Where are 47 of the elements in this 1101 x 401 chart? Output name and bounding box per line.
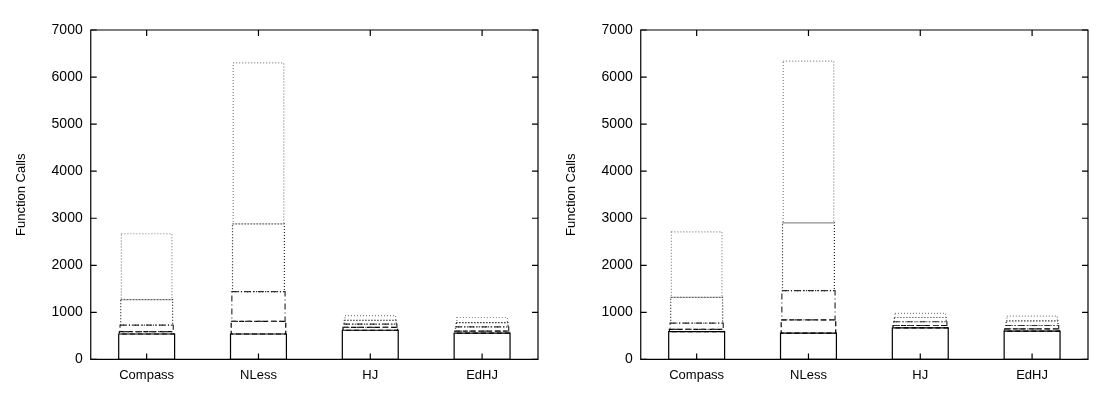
y-tick-label: 5000 bbox=[601, 114, 633, 131]
bar bbox=[781, 290, 836, 321]
x-tick-label: EdHJ bbox=[466, 366, 498, 382]
bar bbox=[119, 324, 174, 333]
bar bbox=[120, 299, 174, 326]
bar bbox=[456, 316, 508, 324]
bar bbox=[893, 316, 947, 323]
bar bbox=[782, 60, 835, 224]
bar bbox=[120, 233, 173, 301]
bar bbox=[1005, 320, 1059, 327]
bar bbox=[670, 296, 724, 324]
y-tick-label: 4000 bbox=[51, 162, 83, 179]
y-tick-label: 7000 bbox=[51, 20, 83, 37]
y-tick-label: 0 bbox=[624, 350, 633, 367]
x-tick-label: HJ bbox=[362, 366, 379, 382]
y-tick-label: 3000 bbox=[601, 209, 633, 226]
bar bbox=[670, 231, 723, 298]
x-tick-label: Compass bbox=[119, 366, 175, 382]
bar bbox=[455, 322, 509, 328]
x-tick-label: EdHJ bbox=[1016, 366, 1048, 382]
bar bbox=[1006, 315, 1058, 322]
bar bbox=[454, 326, 510, 332]
bar bbox=[669, 322, 724, 330]
y-tick-label: 3000 bbox=[51, 209, 83, 226]
bar bbox=[231, 291, 286, 322]
bar bbox=[344, 315, 397, 321]
y-axis-title: Function Calls bbox=[13, 153, 29, 236]
y-tick-label: 1000 bbox=[601, 303, 633, 320]
x-tick-label: Compass bbox=[669, 366, 725, 382]
y-tick-label: 6000 bbox=[601, 67, 633, 84]
bar bbox=[781, 222, 836, 292]
y-axis-title: Function Calls bbox=[563, 153, 579, 236]
bar bbox=[232, 62, 285, 225]
y-tick-label: 5000 bbox=[51, 114, 83, 131]
y-tick-label: 6000 bbox=[51, 67, 83, 84]
y-tick-label: 4000 bbox=[601, 162, 633, 179]
y-tick-label: 0 bbox=[74, 350, 83, 367]
y-tick-label: 7000 bbox=[601, 20, 633, 37]
bar bbox=[1004, 324, 1060, 330]
bar bbox=[343, 319, 397, 325]
bar bbox=[894, 312, 947, 319]
y-tick-label: 2000 bbox=[51, 256, 83, 273]
y-tick-label: 1000 bbox=[51, 303, 83, 320]
x-tick-label: HJ bbox=[912, 366, 929, 382]
x-tick-label: NLess bbox=[240, 366, 278, 382]
y-tick-label: 2000 bbox=[601, 256, 633, 273]
x-tick-label: NLess bbox=[790, 366, 828, 382]
